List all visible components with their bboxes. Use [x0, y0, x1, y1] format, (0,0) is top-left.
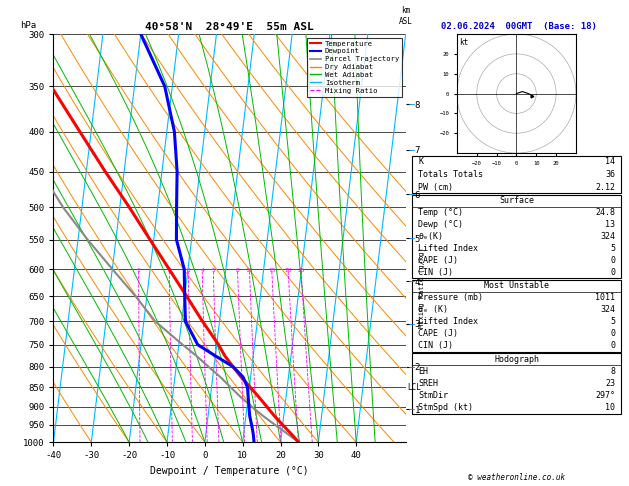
Text: 324: 324 — [600, 305, 615, 314]
Text: 0: 0 — [610, 268, 615, 277]
Text: –: – — [409, 233, 415, 243]
Text: 2.12: 2.12 — [595, 183, 615, 191]
Text: CAPE (J): CAPE (J) — [418, 330, 459, 338]
Text: 324: 324 — [600, 232, 615, 241]
Text: 20: 20 — [284, 268, 292, 273]
Text: –: – — [409, 362, 415, 372]
Text: Pressure (mb): Pressure (mb) — [418, 294, 483, 302]
Text: K: K — [418, 157, 423, 166]
X-axis label: Dewpoint / Temperature (°C): Dewpoint / Temperature (°C) — [150, 466, 309, 476]
Text: 1: 1 — [136, 268, 140, 273]
Text: LCL: LCL — [408, 382, 421, 392]
Text: 24.8: 24.8 — [595, 208, 615, 217]
Text: 5: 5 — [610, 317, 615, 327]
Text: Totals Totals: Totals Totals — [418, 170, 483, 179]
Text: 8: 8 — [610, 367, 615, 376]
Text: 3: 3 — [186, 268, 190, 273]
Text: 02.06.2024  00GMT  (Base: 18): 02.06.2024 00GMT (Base: 18) — [441, 22, 597, 31]
Text: km
ASL: km ASL — [399, 6, 413, 26]
Text: hPa: hPa — [20, 21, 36, 30]
Text: kt: kt — [459, 37, 469, 47]
Text: –: – — [409, 145, 415, 155]
Text: 36: 36 — [605, 170, 615, 179]
Text: Surface: Surface — [499, 196, 534, 206]
Text: CAPE (J): CAPE (J) — [418, 256, 459, 265]
Text: Lifted Index: Lifted Index — [418, 244, 478, 253]
Text: Most Unstable: Most Unstable — [484, 281, 549, 291]
Text: θₑ(K): θₑ(K) — [418, 232, 443, 241]
Text: 2: 2 — [167, 268, 171, 273]
Text: 4: 4 — [200, 268, 204, 273]
Text: 297°: 297° — [595, 391, 615, 400]
Text: 8: 8 — [236, 268, 240, 273]
Text: Lifted Index: Lifted Index — [418, 317, 478, 327]
Text: Dewp (°C): Dewp (°C) — [418, 220, 464, 229]
Text: 5: 5 — [610, 244, 615, 253]
Text: –: – — [409, 319, 415, 329]
Title: 40°58'N  28°49'E  55m ASL: 40°58'N 28°49'E 55m ASL — [145, 22, 314, 32]
Text: Hodograph: Hodograph — [494, 355, 539, 364]
Text: –: – — [409, 99, 415, 109]
Text: –: – — [409, 404, 415, 414]
Text: 0: 0 — [610, 256, 615, 265]
Text: EH: EH — [418, 367, 428, 376]
Text: 13: 13 — [605, 220, 615, 229]
Text: 0: 0 — [610, 341, 615, 350]
Text: © weatheronline.co.uk: © weatheronline.co.uk — [469, 473, 565, 482]
Text: CIN (J): CIN (J) — [418, 268, 454, 277]
Text: 10: 10 — [605, 403, 615, 413]
Text: θₑ (K): θₑ (K) — [418, 305, 448, 314]
Text: Temp (°C): Temp (°C) — [418, 208, 464, 217]
Legend: Temperature, Dewpoint, Parcel Trajectory, Dry Adiabat, Wet Adiabat, Isotherm, Mi: Temperature, Dewpoint, Parcel Trajectory… — [308, 37, 402, 97]
Text: 25: 25 — [298, 268, 305, 273]
Text: StmDir: StmDir — [418, 391, 448, 400]
Text: 14: 14 — [605, 157, 615, 166]
Text: 0: 0 — [610, 330, 615, 338]
Text: SREH: SREH — [418, 379, 438, 388]
Text: 1011: 1011 — [595, 294, 615, 302]
Text: PW (cm): PW (cm) — [418, 183, 454, 191]
Text: –: – — [409, 276, 415, 286]
Text: StmSpd (kt): StmSpd (kt) — [418, 403, 473, 413]
Text: 10: 10 — [246, 268, 253, 273]
Text: 15: 15 — [268, 268, 276, 273]
Text: Mixing Ratio (g/kg): Mixing Ratio (g/kg) — [418, 247, 425, 328]
Text: 5: 5 — [211, 268, 215, 273]
Text: –: – — [409, 189, 415, 199]
Text: 23: 23 — [605, 379, 615, 388]
Text: CIN (J): CIN (J) — [418, 341, 454, 350]
